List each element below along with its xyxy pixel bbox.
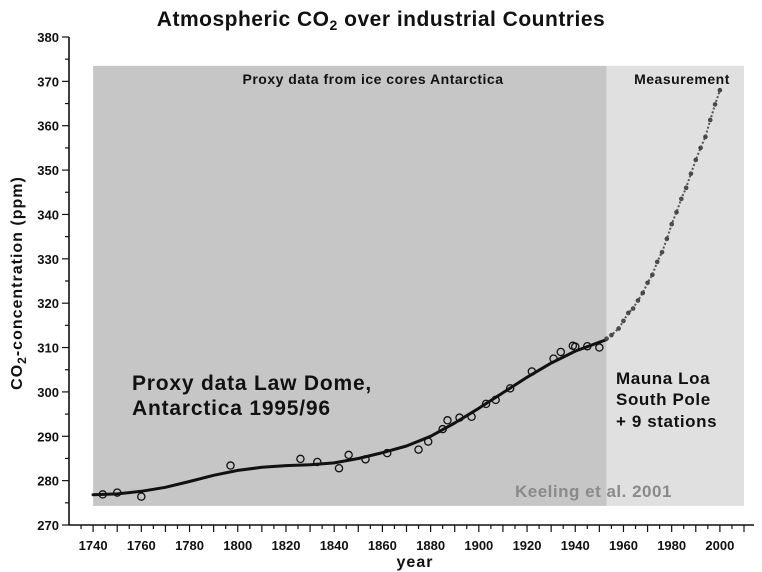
ice-core-circle-point [491,395,500,405]
y-tick-label: 280 [37,474,59,489]
x-tick-label: 1820 [272,538,301,553]
ice-core-circle-point [505,384,515,393]
x-tick-label: 1760 [127,538,156,553]
y-tick-label: 370 [37,74,59,89]
x-tick-label: 1920 [513,538,542,553]
ice-core-circle-point [414,445,423,454]
annotation-stations: + 9 stations [616,412,717,431]
shaded-regions [93,65,744,506]
ice-core-circle-point [467,412,476,422]
region-0 [93,65,607,506]
x-tick-label: 1740 [79,538,108,553]
y-tick-label: 380 [37,30,59,45]
x-tick-label: 1940 [561,538,590,553]
ice-core-circle-point [549,354,558,363]
ice-core-circle-point [112,488,122,497]
y-tick-label: 310 [37,341,59,356]
x-tick-label: 1900 [464,538,493,553]
x-tick-label: 1860 [368,538,397,553]
ice-core-circle-point [344,450,353,460]
ice-core-circle-point [361,455,370,464]
y-tick-label: 320 [37,296,59,311]
x-tick-label: 1780 [175,538,204,553]
ice-core-circle-point [382,448,392,458]
x-tick-label: 1960 [609,538,638,553]
chart-title: Atmospheric CO2 over industrial Countrie… [157,8,605,33]
y-tick-label: 300 [37,385,59,400]
data-marks [91,87,723,501]
ice-core-circle-point [455,413,464,422]
annotation-south-pole: South Pole [616,390,711,409]
ice-core-circle-point [226,461,235,470]
x-axis-label: year [397,554,434,571]
ice-core-circle-point [438,424,447,434]
ice-core-circle-point [583,341,592,351]
region-label-measurement: Measurement [634,71,730,87]
y-tick-label: 350 [37,163,59,178]
region-1 [606,65,744,506]
y-tick-label: 340 [37,207,59,222]
ice-core-circle-point [527,367,537,376]
annotation-mauna-loa: Mauna Loa [616,369,710,388]
ice-core-circle-point [98,490,108,499]
y-tick-label: 270 [37,518,59,533]
y-tick-label: 330 [37,252,59,267]
x-tick-label: 1840 [320,538,349,553]
ice-core-circle-point [137,492,146,501]
annotation-law-dome-line2: Antarctica 1995/96 [132,397,331,420]
x-tick-label: 1800 [223,538,252,553]
measurement-trace [606,89,721,340]
ice-core-circle-point [334,463,344,473]
ice-core-circle-point [423,437,433,446]
ice-core-circle-point [595,343,604,352]
x-tick-label: 1980 [657,538,686,553]
y-axis-label: CO2-concentration (ppm) [9,176,29,390]
ice-core-circle-point [443,416,452,425]
source-credit: Keeling et al. 2001 [515,482,672,501]
ice-core-circle-point [481,399,491,409]
ice-core-circle-point [571,342,580,351]
x-tick-label: 2000 [705,538,734,553]
ice-core-circle-point [296,454,305,464]
x-tick-label: 1880 [416,538,445,553]
y-tick-label: 360 [37,119,59,134]
y-axis-ticks: 270 280 290 300 310 320 330 340 350 360 370 380 [37,30,69,533]
ice-core-circle-point [313,457,322,467]
y-tick-label: 290 [37,429,59,444]
annotation-law-dome-line1: Proxy data Law Dome, [132,372,372,395]
ice-core-circle-point [556,347,566,357]
region-label-ice-cores: Proxy data from ice cores Antarctica [242,71,503,87]
x-axis-ticks: 1740 1760 1780 1800 1820 1840 1860 1880 1900 1920… [79,525,745,553]
